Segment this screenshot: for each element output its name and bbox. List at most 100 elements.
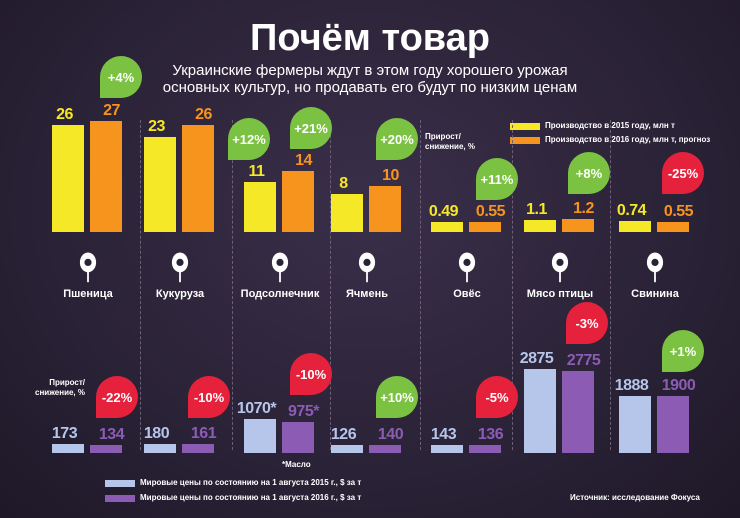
pig-icon [637,248,673,284]
production-change-bubble: +8% [568,152,610,194]
price-change-bubble: +10% [376,376,418,418]
production-value-label: 10 [382,167,399,184]
legend-swatch [105,494,135,502]
legend-swatch [105,479,135,487]
subtitle-line-2: основных культур, но продавать его будут… [162,79,578,96]
wheat-icon [70,248,106,284]
column-divider [232,120,233,450]
production-change-bubble: -25% [662,152,704,194]
price-value-label: 140 [377,426,404,444]
price-bar-2015 [524,368,556,453]
category-label: Пшеница [63,288,113,300]
price-value-label: 126 [330,426,357,444]
column-divider [512,120,513,450]
production-bar-2015 [619,221,651,232]
category-label: Мясо птицы [526,288,594,300]
production-value-label: 11 [248,163,265,181]
price-bar-2016 [282,421,314,453]
production-value-label: 0.55 [475,202,506,220]
production-bar-2015 [244,182,276,232]
price-bar-2016 [562,371,594,453]
legend-label: Мировые цены по состоянию на 1 августа 2… [140,493,362,502]
price-bar-2016 [90,445,122,453]
production-value-label: 1.1 [526,200,547,218]
price-value-label: 1888 [614,377,649,395]
subtitle: Украинские фермеры ждут в этом году хоро… [145,62,595,96]
production-change-bubble: +12% [228,118,270,160]
oil-note: *Масло [282,460,311,469]
production-change-bubble: +21% [290,107,332,149]
category-label: Свинина [631,288,679,300]
production-bar-2015 [431,222,463,232]
page-title: Почём товар [250,17,490,59]
category-label: Подсолнечник [240,288,320,300]
price-value-label: 180 [143,424,170,442]
category-label: Кукуруза [155,288,205,300]
production-value-label: 27 [103,102,120,120]
price-value-label: 2875 [519,349,554,367]
price-bar-2016 [369,445,401,453]
price-change-bubble: +1% [662,330,704,372]
legend-price-2016: Мировые цены по состоянию на 1 августа 2… [105,493,361,503]
production-value-label: 0.74 [616,202,647,220]
chicken-icon [542,248,578,284]
price-bar-2016 [657,395,689,453]
legend-label: Мировые цены по состоянию на 1 августа 2… [140,478,362,487]
price-bar-2015 [619,396,651,453]
legend-swatch [510,136,540,144]
price-bar-2015 [431,444,463,453]
price-value-label: 136 [477,426,504,444]
source: Источник: исследование Фокуса [570,493,700,502]
production-bar-2015 [524,219,556,232]
production-bar-2016 [369,186,401,232]
production-bar-2016 [657,221,689,232]
price-change-bubble: -5% [476,376,518,418]
production-value-label: 23 [148,117,165,135]
legend-price-2015: Мировые цены по состоянию на 1 августа 2… [105,478,361,488]
growth-label-top: Прирост/ снижение, % [425,132,475,151]
production-change-bubble: +4% [100,56,142,98]
price-bar-2016 [469,445,501,453]
production-bar-2016 [282,170,314,232]
price-bar-2015 [331,445,363,453]
production-bar-2015 [144,136,176,232]
price-change-bubble: -3% [566,302,608,344]
legend-label: Производство в 2015 году, млн т [545,121,675,130]
production-bar-2016 [90,121,122,232]
production-bar-2016 [469,221,501,232]
column-divider [610,120,611,450]
production-bar-2015 [52,125,84,232]
production-value-label: 14 [295,151,312,169]
production-value-label: 0.49 [428,203,459,221]
production-value-label: 26 [195,106,212,124]
price-bar-2016 [182,444,214,453]
legend-prod-2015: Производство в 2015 году, млн т [510,121,675,131]
price-value-label: 161 [190,425,217,443]
price-value-label: 173 [51,425,78,443]
growth-label-bottom: Прирост/ снижение, % [35,378,85,397]
price-value-label: 143 [430,425,457,443]
production-value-label: 26 [56,106,73,124]
price-value-label: 1070* [236,400,277,418]
production-bar-2015 [331,193,363,232]
column-divider [330,120,331,450]
production-value-label: 0.55 [663,202,694,220]
production-change-bubble: +11% [476,158,518,200]
price-value-label: 134 [98,426,125,444]
price-value-label: 2775 [566,352,601,370]
price-value-label: 975* [288,402,319,420]
oats-icon [449,248,485,284]
column-divider [140,120,141,450]
corn-icon [162,248,198,284]
legend-swatch [510,122,540,130]
production-value-label: 1.2 [573,200,594,218]
production-change-bubble: +20% [376,118,418,160]
legend-label: Производство в 2016 году, млн т, прогноз [545,135,711,144]
sunflower-icon [262,248,298,284]
price-value-label: 1900 [661,376,696,394]
price-change-bubble: -10% [188,376,230,418]
price-change-bubble: -10% [290,353,332,395]
price-change-bubble: -22% [96,376,138,418]
production-bar-2016 [182,125,214,232]
